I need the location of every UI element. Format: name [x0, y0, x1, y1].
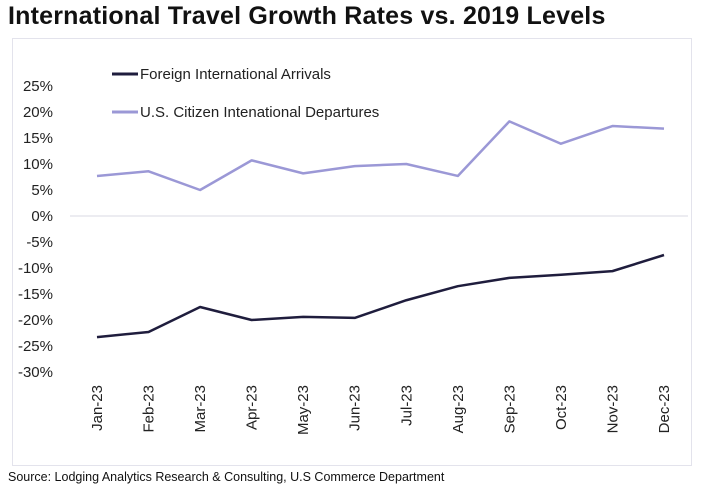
y-tick-label: -15% [18, 286, 53, 303]
y-tick-label: 25% [23, 78, 53, 95]
x-tick-label: Jun-23 [347, 385, 364, 431]
series-line-1 [96, 120, 665, 192]
x-tick-label: Jan-23 [89, 385, 106, 431]
y-tick-label: 20% [23, 104, 53, 121]
y-tick-label: 10% [23, 156, 53, 173]
y-tick-label: -20% [18, 312, 53, 329]
chart-frame [12, 38, 692, 466]
source-note: Source: Lodging Analytics Research & Con… [8, 470, 445, 484]
y-tick-label: 15% [23, 130, 53, 147]
x-tick-label: Jul-23 [398, 385, 415, 426]
y-tick-label: -10% [18, 260, 53, 277]
x-tick-label: Feb-23 [141, 385, 158, 433]
x-tick-label: Aug-23 [450, 385, 467, 433]
legend-label: U.S. Citizen Intenational Departures [140, 104, 379, 121]
y-tick-label: 0% [31, 208, 53, 225]
y-tick-label: -30% [18, 364, 53, 381]
x-tick-label: Mar-23 [192, 385, 209, 433]
x-tick-label: Dec-23 [656, 385, 673, 433]
x-tick-label: Oct-23 [553, 385, 570, 430]
x-tick-label: Sep-23 [501, 385, 518, 433]
y-tick-label: 5% [31, 182, 53, 199]
x-tick-label: May-23 [295, 385, 312, 435]
series-line-0 [96, 253, 665, 339]
y-tick-label: -5% [26, 234, 53, 251]
y-tick-label: -25% [18, 338, 53, 355]
x-tick-label: Apr-23 [244, 385, 261, 430]
legend-label: Foreign International Arrivals [140, 66, 331, 83]
chart-title: International Travel Growth Rates vs. 20… [8, 2, 606, 30]
x-tick-label: Nov-23 [604, 385, 621, 433]
